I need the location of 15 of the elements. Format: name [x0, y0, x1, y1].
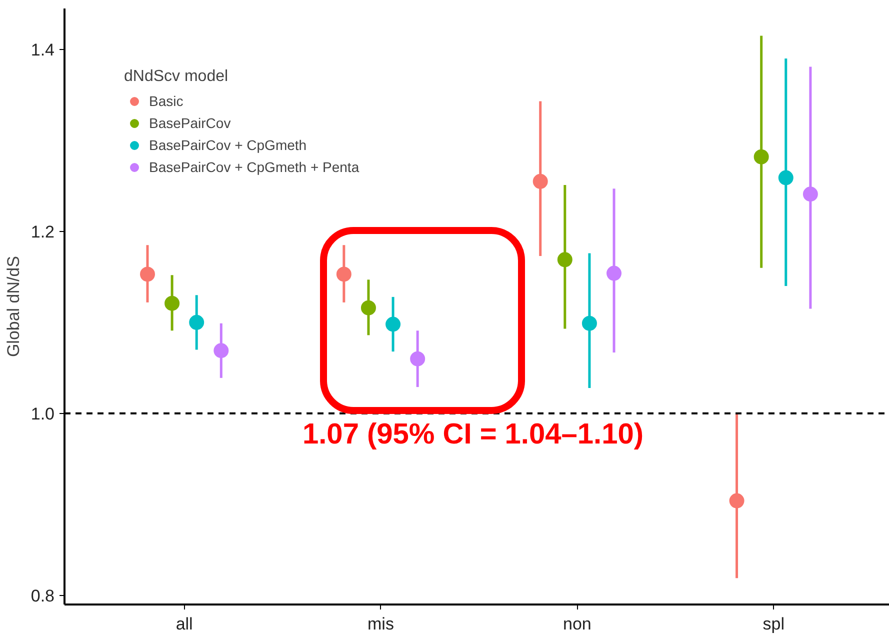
x-tick-label: all [176, 614, 193, 634]
y-axis-title: Global dN/dS [4, 256, 23, 358]
x-tick-label: mis [368, 614, 394, 634]
y-tick-label: 1.0 [30, 404, 55, 424]
x-tick-label: non [562, 614, 592, 634]
x-tick-label: spl [762, 614, 784, 634]
legend-label: BasePairCov + CpGmeth [149, 137, 307, 153]
legend-label: BasePairCov + CpGmeth + Penta [149, 159, 360, 175]
legend-label: BasePairCov [149, 115, 231, 131]
y-tick-label: 1.2 [30, 222, 55, 242]
y-tick-label: 1.4 [30, 40, 55, 60]
y-tick-label: 0.8 [30, 586, 55, 606]
legend-title: dNdScv model [124, 68, 230, 86]
annotation: 1.07 (95% CI = 1.04–1.10) [302, 418, 644, 450]
legend-label: Basic [149, 93, 184, 109]
